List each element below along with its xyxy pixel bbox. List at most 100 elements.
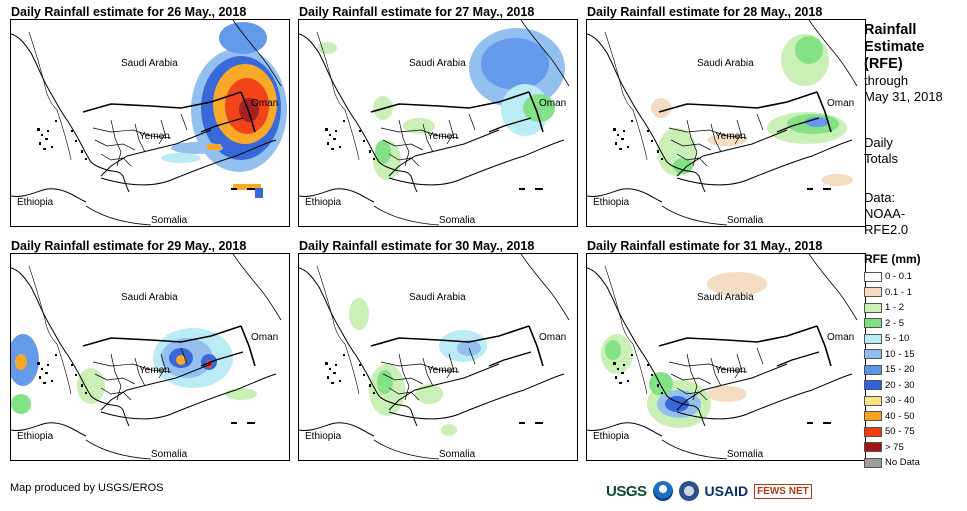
sidebar-through-date: May 31, 2018: [864, 89, 943, 104]
panel-title: Daily Rainfall estimate for 29 May., 201…: [11, 239, 247, 253]
country-label-saudi: Saudi Arabia: [409, 292, 466, 303]
country-label-somalia: Somalia: [727, 215, 764, 226]
rainfall-map: Saudi Arabia Oman Yemen Ethiopia Somalia: [298, 253, 578, 461]
country-label-oman: Oman: [539, 98, 567, 109]
legend-swatch: [864, 411, 882, 422]
legend-swatch: [864, 349, 882, 360]
country-label-somalia: Somalia: [151, 449, 188, 460]
legend-item: 5 - 10: [864, 331, 921, 347]
rainfall-map: Saudi Arabia Oman Yemen Ethiopia Somalia: [586, 253, 866, 461]
sidebar-data-source: Data: NOAA- RFE2.0: [864, 190, 908, 238]
rainfall-map-panel: Daily Rainfall estimate for 31 May., 201…: [586, 234, 866, 461]
sidebar-through: through: [864, 73, 909, 88]
country-label-oman: Oman: [827, 98, 855, 109]
map-graphic: [11, 20, 287, 226]
sidebar-title-line3: (RFE): [864, 56, 903, 72]
legend-item: No Data: [864, 455, 921, 471]
country-label-ethiopia: Ethiopia: [17, 197, 54, 208]
rainfall-map: Saudi Arabia Oman Yemen Ethiopia Somalia: [586, 19, 866, 227]
legend-label: 1 - 2: [885, 302, 905, 314]
map-graphic: [587, 254, 858, 460]
rainfall-map-panel: Daily Rainfall estimate for 30 May., 201…: [298, 234, 578, 461]
country-label-saudi: Saudi Arabia: [121, 292, 178, 303]
country-label-yemen: Yemen: [139, 365, 170, 376]
country-label-ethiopia: Ethiopia: [305, 197, 342, 208]
legend-item: 10 - 15: [864, 347, 921, 363]
legend-swatch: [864, 287, 882, 298]
sidebar-title-line2: Estimate: [864, 39, 925, 55]
country-label-somalia: Somalia: [727, 449, 764, 460]
legend-swatch: [864, 271, 882, 282]
partner-logos: USGS USAID FEWS NET: [606, 478, 812, 504]
rainfall-map: Saudi Arabia Oman Yemen Ethiopia Somalia: [10, 19, 290, 227]
rainfall-map-panel: Daily Rainfall estimate for 27 May., 201…: [298, 0, 578, 227]
panel-title: Daily Rainfall estimate for 26 May., 201…: [11, 5, 247, 19]
country-label-saudi: Saudi Arabia: [409, 58, 466, 69]
legend-swatch: [864, 380, 882, 391]
sidebar-title: Rainfall Estimate (RFE) through May 31, …: [864, 22, 943, 105]
legend-label: 50 - 75: [885, 426, 915, 438]
legend-item: 20 - 30: [864, 378, 921, 394]
country-label-oman: Oman: [251, 332, 279, 343]
sidebar-daily: Daily: [864, 135, 893, 150]
country-label-somalia: Somalia: [439, 215, 476, 226]
usaid-logo: USAID: [704, 483, 749, 499]
legend-item: 50 - 75: [864, 424, 921, 440]
rainfall-map-panel: Daily Rainfall estimate for 26 May., 201…: [10, 0, 290, 227]
legend-label: 30 - 40: [885, 395, 915, 407]
sidebar-period: Daily Totals: [864, 135, 898, 167]
panel-title: Daily Rainfall estimate for 30 May., 201…: [299, 239, 535, 253]
usgs-logo: USGS: [606, 482, 647, 500]
legend-label: 20 - 30: [885, 379, 915, 391]
map-graphic: [587, 20, 858, 226]
legend-label: 2 - 5: [885, 317, 905, 329]
legend-label: 10 - 15: [885, 348, 915, 360]
map-graphic: [299, 20, 570, 226]
rainfall-map: Saudi Arabia Oman Yemen Ethiopia Somalia: [298, 19, 578, 227]
sidebar-data-source1: NOAA-: [864, 206, 906, 221]
legend-item: 30 - 40: [864, 393, 921, 409]
legend-item: 1 - 2: [864, 300, 921, 316]
legend-label: 0.1 - 1: [885, 286, 912, 298]
legend-swatch: [864, 442, 882, 453]
legend-label: > 75: [885, 441, 904, 453]
country-label-oman: Oman: [539, 332, 567, 343]
sidebar-data-label: Data:: [864, 190, 896, 205]
country-label-yemen: Yemen: [139, 131, 170, 142]
legend-item: 15 - 20: [864, 362, 921, 378]
country-label-ethiopia: Ethiopia: [593, 431, 630, 442]
country-label-oman: Oman: [251, 98, 279, 109]
legend-item: 0 - 0.1: [864, 269, 921, 285]
country-label-saudi: Saudi Arabia: [121, 58, 178, 69]
legend-swatch: [864, 426, 882, 437]
legend-swatch: [864, 457, 882, 468]
country-label-yemen: Yemen: [715, 131, 746, 142]
map-graphic: [11, 254, 282, 460]
legend-swatch: [864, 302, 882, 313]
country-label-yemen: Yemen: [427, 131, 458, 142]
legend-label: 0 - 0.1: [885, 271, 912, 283]
country-label-saudi: Saudi Arabia: [697, 292, 754, 303]
rfe-legend: RFE (mm) 0 - 0.1 0.1 - 1 1 - 2 2 - 5 5 - 10 1…: [864, 252, 921, 471]
country-label-saudi: Saudi Arabia: [697, 58, 754, 69]
legend-title: RFE (mm): [864, 252, 921, 266]
map-graphic: [299, 254, 570, 460]
country-label-oman: Oman: [827, 332, 855, 343]
legend-swatch: [864, 364, 882, 375]
country-label-yemen: Yemen: [427, 365, 458, 376]
panel-title: Daily Rainfall estimate for 28 May., 201…: [587, 5, 823, 19]
panel-title: Daily Rainfall estimate for 27 May., 201…: [299, 5, 535, 19]
map-credit: Map produced by USGS/EROS: [10, 482, 164, 494]
legend-item: > 75: [864, 440, 921, 456]
country-label-ethiopia: Ethiopia: [593, 197, 630, 208]
legend-label: 15 - 20: [885, 364, 915, 376]
rainfall-map-panel: Daily Rainfall estimate for 28 May., 201…: [586, 0, 866, 227]
sidebar-totals: Totals: [864, 151, 898, 166]
rainfall-map: Saudi Arabia Oman Yemen Ethiopia Somalia: [10, 253, 290, 461]
country-label-ethiopia: Ethiopia: [17, 431, 54, 442]
country-label-somalia: Somalia: [439, 449, 476, 460]
legend-label: No Data: [885, 457, 920, 469]
legend-swatch: [864, 395, 882, 406]
noaa-logo-icon: [652, 481, 673, 501]
fews-net-logo: FEWS NET: [754, 483, 812, 499]
